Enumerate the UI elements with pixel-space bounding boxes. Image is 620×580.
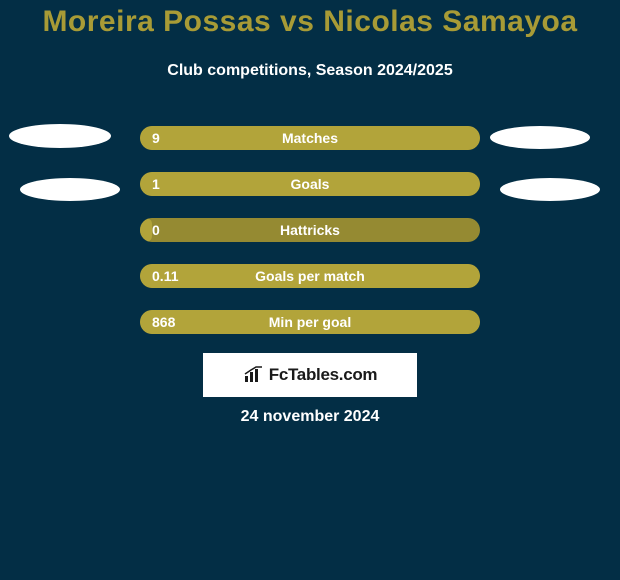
stat-row-goals-per-match: 0.11 Goals per match xyxy=(0,264,620,288)
stat-row-goals: 1 Goals xyxy=(0,172,620,196)
bar-fill xyxy=(140,264,480,288)
page-subtitle: Club competitions, Season 2024/2025 xyxy=(0,62,620,80)
bar-track xyxy=(140,264,480,288)
stat-row-min-per-goal: 868 Min per goal xyxy=(0,310,620,334)
page-title: Moreira Possas vs Nicolas Samayoa xyxy=(0,5,620,39)
bar-track xyxy=(140,218,480,242)
bar-chart-icon xyxy=(243,366,265,384)
bar-value: 0.11 xyxy=(152,264,178,288)
bar-value: 868 xyxy=(152,310,175,334)
bar-fill xyxy=(140,218,152,242)
bar-fill xyxy=(140,172,480,196)
bar-fill xyxy=(140,310,480,334)
infographic-content: Moreira Possas vs Nicolas Samayoa Club c… xyxy=(0,0,620,580)
bar-value: 0 xyxy=(152,218,160,242)
bar-track xyxy=(140,310,480,334)
bar-fill xyxy=(140,126,480,150)
bar-value: 1 xyxy=(152,172,160,196)
stat-row-matches: 9 Matches xyxy=(0,126,620,150)
bar-track xyxy=(140,126,480,150)
bar-value: 9 xyxy=(152,126,160,150)
stat-row-hattricks: 0 Hattricks xyxy=(0,218,620,242)
brand-text: FcTables.com xyxy=(269,365,378,385)
bar-track xyxy=(140,172,480,196)
brand-badge: FcTables.com xyxy=(203,353,417,397)
date-text: 24 november 2024 xyxy=(0,408,620,426)
